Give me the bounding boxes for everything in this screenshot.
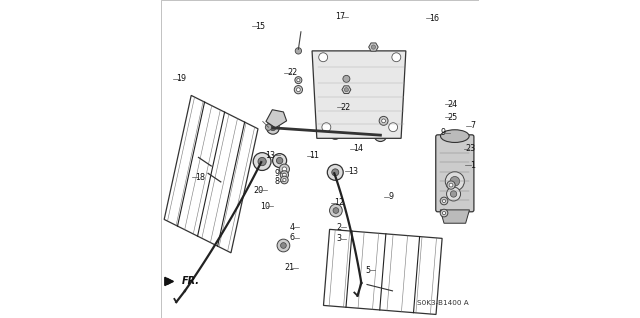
Text: 5: 5 <box>365 266 371 275</box>
Circle shape <box>451 191 457 197</box>
Circle shape <box>283 178 286 182</box>
Circle shape <box>270 125 276 131</box>
Text: 20: 20 <box>253 186 263 195</box>
Text: 13: 13 <box>265 151 275 160</box>
Circle shape <box>343 75 350 82</box>
Circle shape <box>332 130 338 136</box>
Text: 9: 9 <box>275 169 280 178</box>
Circle shape <box>442 211 445 215</box>
Circle shape <box>282 173 286 177</box>
Text: 17: 17 <box>335 12 345 21</box>
FancyBboxPatch shape <box>436 135 474 212</box>
Circle shape <box>374 129 387 142</box>
Circle shape <box>442 199 445 203</box>
Text: 21: 21 <box>285 263 295 272</box>
Text: 19: 19 <box>177 74 187 83</box>
Circle shape <box>277 239 290 252</box>
Circle shape <box>297 79 300 82</box>
Circle shape <box>327 164 343 180</box>
Circle shape <box>294 86 303 94</box>
Polygon shape <box>342 86 351 93</box>
Circle shape <box>322 123 331 132</box>
Ellipse shape <box>440 130 469 142</box>
Text: 4: 4 <box>290 223 295 232</box>
Text: 6: 6 <box>290 233 295 242</box>
Polygon shape <box>440 210 470 223</box>
Circle shape <box>329 127 342 139</box>
Circle shape <box>381 119 385 123</box>
Text: 13: 13 <box>348 167 358 176</box>
Text: 23: 23 <box>466 144 476 153</box>
Circle shape <box>440 209 448 217</box>
Polygon shape <box>165 277 170 286</box>
Circle shape <box>440 197 448 205</box>
Text: S0K3-B1400 A: S0K3-B1400 A <box>417 300 469 306</box>
Circle shape <box>276 157 283 164</box>
Circle shape <box>267 121 279 134</box>
Circle shape <box>447 187 461 201</box>
Text: 7: 7 <box>470 121 476 130</box>
Circle shape <box>371 45 376 49</box>
Circle shape <box>378 132 383 138</box>
Circle shape <box>388 123 397 132</box>
Circle shape <box>280 243 286 248</box>
Text: 8: 8 <box>275 177 280 186</box>
Circle shape <box>449 183 453 187</box>
Circle shape <box>392 53 401 62</box>
Circle shape <box>280 176 288 184</box>
Text: 25: 25 <box>448 113 458 121</box>
Circle shape <box>253 153 271 170</box>
Text: FR.: FR. <box>182 276 200 287</box>
Circle shape <box>279 164 289 174</box>
Text: 10: 10 <box>260 202 269 211</box>
Text: 9: 9 <box>441 128 446 137</box>
Circle shape <box>273 154 287 168</box>
Text: 16: 16 <box>429 14 439 23</box>
Circle shape <box>332 169 339 176</box>
Circle shape <box>447 181 455 189</box>
Polygon shape <box>312 51 406 138</box>
Circle shape <box>333 208 339 213</box>
Circle shape <box>295 48 301 54</box>
Circle shape <box>344 88 348 92</box>
Text: 3: 3 <box>337 234 342 243</box>
Text: 9: 9 <box>388 192 393 201</box>
Text: 15: 15 <box>255 22 265 31</box>
Polygon shape <box>369 43 378 51</box>
Text: 11: 11 <box>310 151 319 160</box>
Circle shape <box>330 204 342 217</box>
Text: 22: 22 <box>288 68 298 77</box>
Text: 1: 1 <box>470 161 475 170</box>
Polygon shape <box>266 110 287 128</box>
Circle shape <box>258 157 266 166</box>
Circle shape <box>445 172 465 191</box>
Circle shape <box>282 167 287 171</box>
Text: 18: 18 <box>195 173 205 182</box>
Circle shape <box>266 124 271 130</box>
Text: 2: 2 <box>337 223 342 232</box>
Text: 22: 22 <box>340 103 350 112</box>
Text: 14: 14 <box>353 144 363 153</box>
Circle shape <box>296 88 300 92</box>
Circle shape <box>295 77 302 84</box>
Circle shape <box>379 116 388 125</box>
Circle shape <box>450 176 460 186</box>
Circle shape <box>280 171 289 179</box>
Text: 24: 24 <box>448 100 458 109</box>
Circle shape <box>319 53 328 62</box>
Text: 12: 12 <box>334 198 344 207</box>
